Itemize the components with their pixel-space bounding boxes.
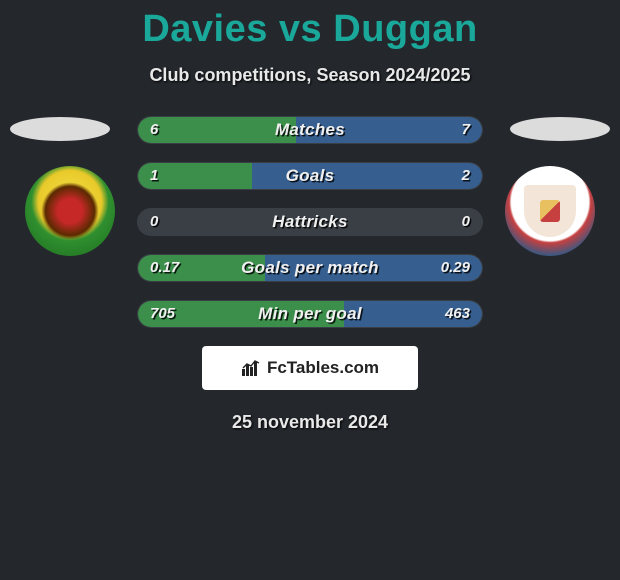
source-logo-text: FcTables.com [267,358,379,378]
stat-right-value: 7 [462,117,470,143]
player-right-badge [505,166,595,256]
content-area: 6 Matches 7 1 Goals 2 0 Hattricks 0 [0,116,620,433]
stat-right-value: 0 [462,209,470,235]
stat-row-hattricks: 0 Hattricks 0 [137,208,483,236]
stat-label: Goals [138,163,482,189]
player-left-badge [25,166,115,256]
stat-label: Matches [138,117,482,143]
comparison-infographic: Davies vs Duggan Club competitions, Seas… [0,0,620,580]
player-right-ellipse [510,117,610,141]
stat-label: Goals per match [138,255,482,281]
stat-row-goals-per-match: 0.17 Goals per match 0.29 [137,254,483,282]
subtitle: Club competitions, Season 2024/2025 [0,65,620,86]
page-title: Davies vs Duggan [0,8,620,51]
stat-row-min-per-goal: 705 Min per goal 463 [137,300,483,328]
date-text: 25 november 2024 [0,412,620,433]
stat-right-value: 0.29 [441,255,470,281]
stat-label: Hattricks [138,209,482,235]
bar-chart-icon [241,359,263,377]
source-logo: FcTables.com [202,346,418,390]
stats-bars: 6 Matches 7 1 Goals 2 0 Hattricks 0 [137,116,483,328]
stat-row-matches: 6 Matches 7 [137,116,483,144]
stat-row-goals: 1 Goals 2 [137,162,483,190]
stat-right-value: 463 [445,301,470,327]
stat-right-value: 2 [462,163,470,189]
stat-label: Min per goal [138,301,482,327]
player-left-ellipse [10,117,110,141]
